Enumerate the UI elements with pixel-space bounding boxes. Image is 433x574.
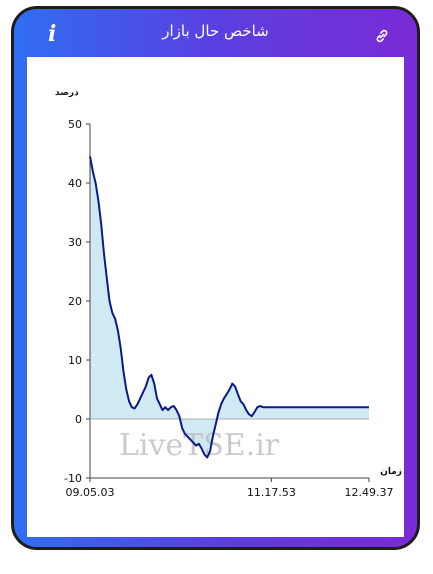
y-tick-label: 30 xyxy=(68,236,82,249)
chart-panel: درصد زمان LiveTSE.ir -10 0 10 20 30 40 50 09.05… xyxy=(27,57,404,537)
x-tick-label: 12.49.37 xyxy=(345,486,394,499)
market-index-card: i شاخص حال بازار درصد زمان LiveTSE.ir -1… xyxy=(11,6,420,550)
market-chart: درصد زمان LiveTSE.ir -100102030405009.05… xyxy=(55,88,402,499)
y-tick-label: 50 xyxy=(68,118,82,131)
card-title: شاخص حال بازار xyxy=(162,22,269,40)
area-fill xyxy=(90,156,369,458)
link-icon[interactable] xyxy=(373,27,391,45)
y-tick-label: 20 xyxy=(68,295,82,308)
y-tick-label: 40 xyxy=(68,177,82,190)
x-axis-title: زمان xyxy=(380,467,402,477)
info-icon[interactable]: i xyxy=(48,21,57,47)
x-tick-label: 09.05.03 xyxy=(66,486,115,499)
y-tick-label: 10 xyxy=(68,354,82,367)
card-header: i شاخص حال بازار xyxy=(14,9,417,57)
y-tick-label: 0 xyxy=(75,413,82,426)
y-axis-title: درصد xyxy=(55,88,79,98)
y-tick-label: -10 xyxy=(64,472,82,485)
x-tick-label: 11.17.53 xyxy=(247,486,296,499)
series-line xyxy=(89,156,369,459)
